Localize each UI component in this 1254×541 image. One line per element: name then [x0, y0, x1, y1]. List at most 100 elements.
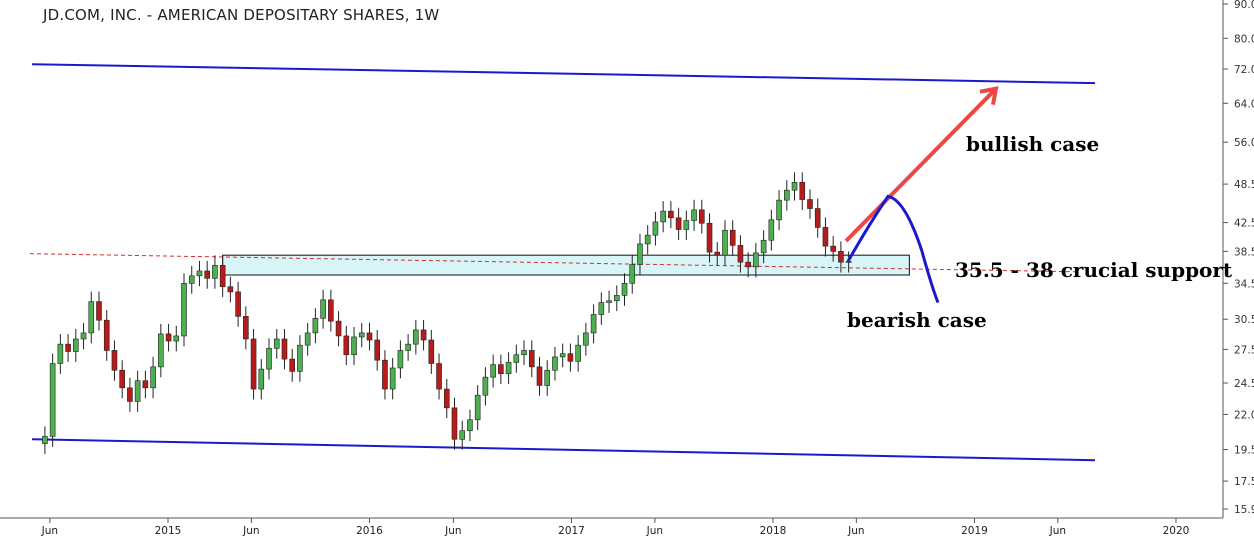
x-tick-label: 2015 [155, 525, 182, 537]
candle-body [281, 338, 288, 360]
trend-lines-layer [31, 63, 1096, 462]
candle-body [698, 209, 705, 224]
candle-body [637, 243, 643, 265]
candle-body [575, 344, 581, 362]
candle-body [629, 264, 636, 284]
x-tick-label: Jun [1049, 525, 1066, 537]
x-tick-label: Jun [242, 525, 259, 537]
candle-body [266, 348, 272, 370]
candle-body [498, 364, 504, 374]
candle-body [297, 344, 303, 372]
x-tick-label: 2018 [760, 525, 787, 537]
y-tick-label: 64.00 [1234, 98, 1254, 110]
bullish-arrowhead [979, 86, 999, 106]
candle-body [784, 189, 790, 201]
y-tick-label: 27.50 [1234, 344, 1254, 356]
candle-body [150, 366, 156, 389]
candle-body [119, 369, 125, 389]
candle-body [212, 265, 218, 279]
candle-body [49, 363, 56, 437]
candle-body [382, 359, 388, 390]
candle-body [737, 245, 744, 263]
candle-body [544, 369, 551, 386]
candle-body [668, 210, 674, 219]
candle-body [374, 339, 381, 361]
x-tick-label: Jun [444, 525, 461, 537]
candle-body [613, 295, 620, 302]
channel-upper-line [31, 63, 1096, 85]
candle-body [96, 301, 102, 321]
candle-body [598, 302, 605, 315]
candles-layer [42, 172, 852, 455]
candle-body [443, 388, 450, 409]
candle-body [428, 339, 435, 364]
y-tick-label: 56.00 [1234, 137, 1254, 149]
candle-body [358, 332, 365, 338]
support-zone [222, 254, 910, 276]
candle-body [660, 210, 666, 223]
candle-body [343, 335, 350, 356]
x-tick-label: Jun [41, 525, 58, 537]
scenario-arrows-layer [844, 86, 999, 304]
candle-body [204, 270, 210, 279]
candle-body [768, 219, 775, 241]
candle-body [776, 199, 782, 221]
candle-body [799, 182, 806, 200]
candle-body [304, 332, 311, 346]
candle-body [188, 275, 195, 284]
candle-body [706, 222, 713, 253]
candle-body [814, 208, 821, 228]
candle-body [791, 182, 798, 191]
channel-lower-line [31, 438, 1096, 462]
candle-body [722, 229, 728, 256]
x-tick-label: 2016 [356, 525, 383, 537]
candle-body [552, 356, 558, 371]
candle-body [103, 319, 110, 351]
y-tick-label: 22.00 [1234, 409, 1254, 421]
candle-body [838, 251, 844, 263]
candle-body [513, 354, 520, 363]
y-tick-label: 90.00 [1234, 0, 1254, 11]
candle-body [366, 332, 373, 341]
candle-body [127, 387, 133, 402]
candle-body [181, 283, 187, 337]
candle-body [173, 335, 180, 342]
candle-body [351, 336, 357, 356]
y-tick-label: 17.50 [1234, 476, 1254, 488]
bearish-path [846, 194, 940, 304]
candle-body [111, 350, 118, 371]
candle-body [320, 299, 326, 319]
candle-body [258, 368, 265, 390]
candle-body [505, 362, 512, 374]
candle-body [328, 299, 334, 322]
candle-body [567, 353, 574, 362]
candle-body [227, 286, 234, 293]
candle-body [729, 229, 736, 246]
candle-body [467, 419, 473, 432]
y-tick-label: 24.50 [1234, 378, 1254, 390]
candle-body [196, 270, 203, 277]
candle-body [528, 350, 535, 368]
candle-body [289, 358, 296, 372]
candle-body [590, 314, 597, 334]
candle-body [652, 221, 659, 236]
x-tick-label: 2020 [1163, 525, 1190, 537]
y-tick-label: 42.50 [1234, 218, 1254, 230]
candle-body [474, 394, 481, 421]
candle-body [73, 338, 79, 352]
candle-body [80, 332, 87, 340]
x-tick-label: 2017 [558, 525, 585, 537]
support-zone-layer [29, 253, 1076, 276]
candle-body [536, 366, 543, 386]
candle-body [42, 436, 48, 444]
y-tick-label: 19.50 [1234, 445, 1254, 457]
candle-body [807, 199, 813, 209]
candle-body [822, 227, 829, 247]
candle-body [235, 291, 241, 317]
y-tick-label: 38.50 [1234, 246, 1254, 258]
candle-body [158, 333, 164, 368]
candle-body [250, 338, 257, 390]
candle-body [243, 316, 249, 340]
